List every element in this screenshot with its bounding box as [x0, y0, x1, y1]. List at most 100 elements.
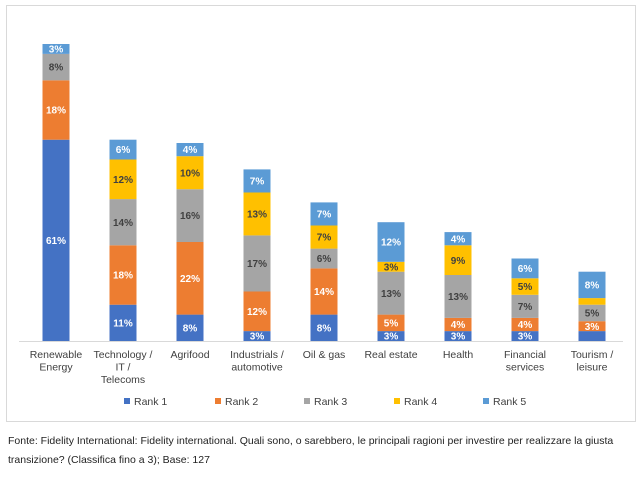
data-label-rank-3-2: 16%: [180, 211, 200, 222]
bar-rank-2-2: [176, 242, 204, 315]
legend-label-rank-2: Rank 2: [225, 396, 258, 408]
bar-rank-5-8: [578, 271, 606, 299]
category-label-line: Oil & gas: [303, 349, 346, 361]
bar-rank-3-4: [310, 248, 338, 269]
category-label-line: Agrifood: [170, 349, 209, 361]
bar-rank-1-3: [243, 331, 271, 341]
bar-rank-2-0: [42, 80, 70, 140]
bar-rank-3-0: [42, 53, 70, 81]
data-label-rank-5-7: 6%: [518, 264, 533, 275]
bar-rank-2-6: [444, 317, 472, 332]
data-label-rank-1-5: 3%: [384, 332, 399, 343]
bar-rank-3-1: [109, 199, 137, 246]
data-label-rank-4-1: 12%: [113, 175, 133, 186]
data-label-rank-3-7: 7%: [518, 302, 533, 313]
bar-rank-3-6: [444, 275, 472, 318]
bar-rank-3-3: [243, 235, 271, 292]
bar-rank-5-0: [42, 44, 70, 54]
legend-swatch-rank-3: [304, 398, 310, 404]
bar-rank-1-2: [176, 314, 204, 341]
bar-rank-5-5: [377, 222, 405, 262]
data-label-rank-5-1: 6%: [116, 145, 131, 156]
data-label-rank-3-6: 13%: [448, 292, 468, 303]
data-label-rank-5-6: 4%: [451, 234, 466, 245]
category-label-2: Agrifood: [170, 349, 209, 361]
data-label-rank-4-7: 5%: [518, 282, 533, 293]
chart-frame: 61% 18% 8% 3% Renewable Energy 11% 18% 14% 12% 6% T…: [6, 5, 636, 422]
data-label-rank-1-6: 3%: [451, 332, 466, 343]
legend-label-rank-4: Rank 4: [404, 396, 437, 408]
data-label-rank-5-4: 7%: [317, 210, 332, 221]
category-label-8: Tourism / leisure: [571, 349, 614, 374]
data-label-rank-1-1: 11%: [113, 318, 133, 329]
data-label-rank-2-5: 5%: [384, 318, 399, 329]
data-label-rank-4-5: 3%: [384, 262, 399, 273]
data-label-rank-2-6: 4%: [451, 320, 466, 331]
bar-rank-4-5: [377, 261, 405, 272]
category-label-line: Health: [443, 349, 474, 361]
bar-rank-4-2: [176, 156, 204, 190]
data-label-rank-5-3: 7%: [250, 177, 265, 188]
data-label-rank-1-3: 3%: [250, 332, 265, 343]
data-label-rank-3-0: 8%: [49, 63, 64, 74]
data-label-rank-2-0: 18%: [46, 106, 66, 117]
legend-swatch-rank-5: [483, 398, 489, 404]
data-label-rank-4-3: 13%: [247, 210, 267, 221]
category-label-line: Industrials /: [230, 349, 284, 361]
data-label-rank-1-2: 8%: [183, 323, 198, 334]
bar-rank-1-0: [42, 139, 70, 341]
stacked-bar-chart: 61% 18% 8% 3% Renewable Energy 11% 18% 14% 12% 6% T…: [19, 44, 623, 408]
data-label-rank-2-2: 22%: [180, 274, 200, 285]
bar-rank-1-4: [310, 314, 338, 341]
bar-rank-5-2: [176, 143, 204, 157]
bar-rank-2-8: [578, 321, 606, 332]
bar-rank-1-1: [109, 304, 137, 341]
category-label-line: automotive: [231, 362, 283, 374]
category-label-7: Financial services: [504, 349, 546, 374]
bar-rank-1-5: [377, 331, 405, 341]
data-label-rank-4-4: 7%: [317, 233, 332, 244]
category-label-line: Technology /: [94, 349, 153, 361]
category-label-line: Energy: [39, 362, 73, 374]
data-label-rank-5-0: 3%: [49, 45, 64, 56]
bar-rank-2-5: [377, 314, 405, 332]
data-label-rank-1-7: 3%: [518, 332, 533, 343]
legend-swatch-rank-2: [215, 398, 221, 404]
data-label-rank-3-8: 5%: [585, 309, 600, 320]
data-label-rank-4-6: 9%: [451, 256, 466, 267]
legend-label-rank-1: Rank 1: [134, 396, 167, 408]
data-label-rank-3-5: 13%: [381, 289, 401, 300]
bar-rank-5-3: [243, 169, 271, 193]
bar-rank-4-3: [243, 192, 271, 236]
bar-rank-5-6: [444, 232, 472, 246]
category-label-line: Real estate: [364, 349, 417, 361]
data-label-rank-3-3: 17%: [247, 259, 267, 270]
bar-rank-3-8: [578, 304, 606, 322]
data-label-rank-2-1: 18%: [113, 271, 133, 282]
bar-rank-3-7: [511, 294, 539, 318]
bar-rank-3-2: [176, 189, 204, 242]
data-label-rank-1-0: 61%: [46, 236, 66, 247]
data-label-rank-2-8: 3%: [585, 322, 600, 333]
bar-rank-1-7: [511, 331, 539, 341]
legend-swatch-rank-1: [124, 398, 130, 404]
category-label-line: IT /: [116, 362, 131, 374]
category-label-1: Technology / IT / Telecoms: [94, 349, 153, 386]
bar-rank-1-8: [578, 331, 606, 341]
data-label-rank-5-2: 4%: [183, 145, 198, 156]
bar-rank-3-5: [377, 271, 405, 315]
bar-rank-5-4: [310, 202, 338, 226]
category-label-line: Renewable: [30, 349, 83, 361]
data-label-rank-3-4: 6%: [317, 254, 332, 265]
data-label-rank-2-4: 14%: [314, 287, 334, 298]
data-label-rank-2-7: 4%: [518, 320, 533, 331]
bar-rank-4-8: [578, 298, 606, 305]
category-label-0: Renewable Energy: [30, 349, 83, 374]
bar-rank-4-1: [109, 159, 137, 200]
category-label-3: Industrials / automotive: [230, 349, 284, 374]
bar-rank-5-1: [109, 139, 137, 160]
source-note: Fonte: Fidelity International: Fidelity …: [8, 435, 614, 466]
data-label-rank-5-8: 8%: [585, 281, 600, 292]
data-label-rank-1-4: 8%: [317, 323, 332, 334]
legend-swatch-rank-4: [394, 398, 400, 404]
